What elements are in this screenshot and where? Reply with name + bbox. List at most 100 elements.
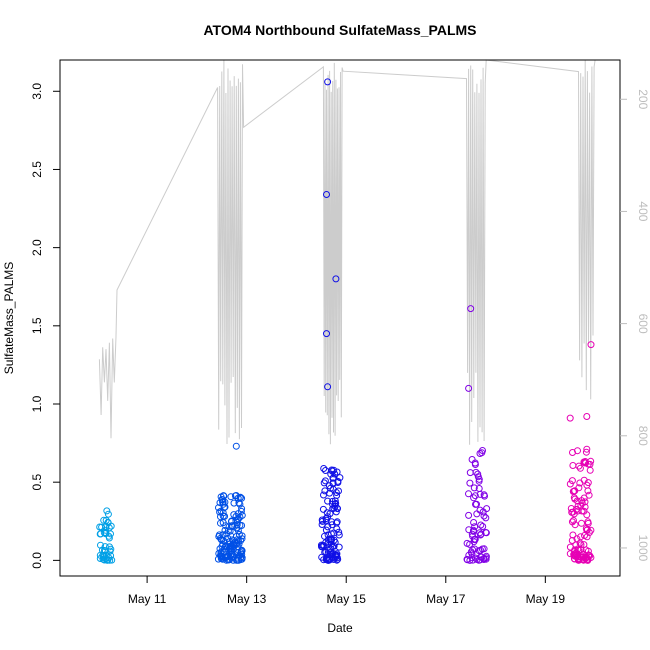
- data-point: [471, 461, 479, 468]
- data-point: [217, 507, 225, 515]
- y2-tick-label: 800: [636, 426, 650, 446]
- data-point: [224, 556, 232, 564]
- data-point: [479, 447, 486, 454]
- x-tick-label: May 17: [426, 592, 466, 606]
- data-point: [463, 555, 471, 563]
- data-point: [574, 447, 581, 455]
- data-point: [568, 518, 576, 526]
- data-point: [467, 305, 475, 313]
- data-point: [585, 491, 593, 499]
- data-point: [570, 494, 578, 502]
- data-point: [477, 521, 485, 529]
- data-point: [222, 543, 230, 551]
- y2-tick-label: 400: [636, 201, 650, 221]
- data-point: [587, 554, 595, 561]
- data-point: [324, 497, 332, 505]
- data-point: [584, 547, 592, 555]
- data-point: [583, 445, 591, 453]
- data-point: [216, 508, 224, 516]
- data-point: [583, 413, 591, 420]
- data-point: [471, 545, 479, 553]
- y-tick-label: 3.0: [30, 83, 44, 100]
- data-point: [465, 384, 473, 392]
- data-point: [476, 506, 484, 514]
- data-point: [318, 521, 326, 528]
- data-point: [320, 465, 328, 472]
- data-point: [577, 501, 585, 509]
- data-point: [320, 491, 327, 499]
- data-point: [578, 519, 585, 527]
- data-point: [329, 474, 337, 482]
- pressure-line: [98, 59, 596, 445]
- data-point: [324, 523, 332, 531]
- data-point: [318, 516, 326, 524]
- data-point: [569, 462, 577, 469]
- data-point: [324, 550, 332, 558]
- data-point: [336, 474, 344, 482]
- data-point: [97, 541, 104, 549]
- data-point: [324, 78, 332, 86]
- data-point: [333, 504, 341, 512]
- data-point: [233, 516, 241, 524]
- data-point: [587, 341, 595, 349]
- data-point: [470, 494, 478, 502]
- data-point: [332, 489, 340, 496]
- data-point: [569, 531, 577, 539]
- data-point: [100, 556, 108, 564]
- pressure-trace: [98, 59, 596, 445]
- data-point: [321, 532, 328, 540]
- data-point: [573, 506, 581, 513]
- data-point: [476, 529, 484, 537]
- plot-frame: [59, 59, 621, 577]
- data-point: [96, 523, 104, 531]
- data-point: [327, 530, 335, 538]
- data-point: [232, 442, 240, 450]
- x-axis-label: Date: [327, 621, 353, 635]
- data-point: [226, 542, 234, 550]
- data-point: [335, 487, 342, 495]
- data-point: [579, 553, 587, 561]
- y-axis: 0.0 0.5 1.0 1.5 2.0 2.5 3.0: [30, 83, 60, 569]
- data-point: [217, 534, 224, 542]
- x-tick-label: May 19: [526, 592, 566, 606]
- data-point: [219, 531, 227, 539]
- data-point: [324, 513, 332, 521]
- data-point: [328, 540, 335, 548]
- data-point: [329, 479, 337, 487]
- data-point: [479, 523, 487, 530]
- data-point: [217, 549, 225, 557]
- data-point: [98, 546, 106, 554]
- x-tick-label: May 11: [128, 592, 167, 606]
- data-point: [475, 477, 483, 485]
- data-point: [230, 511, 238, 519]
- data-point: [321, 477, 329, 485]
- data-point: [566, 543, 574, 551]
- data-point: [331, 502, 339, 510]
- data-point: [235, 531, 243, 538]
- y-tick-label: 0.0: [30, 552, 44, 569]
- x-tick-label: May 15: [327, 592, 367, 606]
- data-point: [335, 531, 343, 539]
- data-point: [483, 505, 491, 513]
- data-point: [583, 481, 591, 489]
- data-point: [103, 507, 111, 515]
- data-point: [218, 536, 226, 544]
- y2-axis: 200 400 600 800 1000: [620, 89, 650, 562]
- data-point: [102, 529, 110, 537]
- data-point: [580, 541, 588, 549]
- data-point: [477, 530, 485, 538]
- data-point: [318, 543, 326, 551]
- data-point: [228, 545, 236, 552]
- data-point: [465, 511, 473, 519]
- data-point: [568, 477, 576, 485]
- data-point: [319, 505, 327, 513]
- data-point: [471, 492, 479, 500]
- data-point: [328, 467, 336, 475]
- y-tick-label: 0.5: [30, 474, 44, 491]
- data-point: [323, 191, 330, 198]
- data-point: [481, 492, 488, 500]
- data-point: [469, 532, 477, 540]
- data-point: [103, 556, 111, 564]
- data-point: [482, 514, 490, 522]
